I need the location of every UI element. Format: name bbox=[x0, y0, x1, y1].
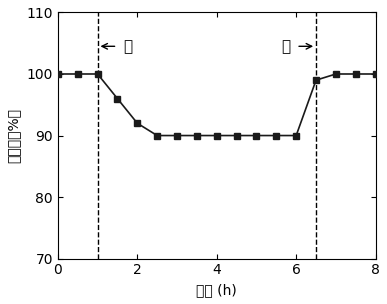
Y-axis label: 脱硒率（%）: 脱硒率（%） bbox=[7, 108, 21, 163]
Text: 关: 关 bbox=[281, 39, 290, 54]
Text: 开: 开 bbox=[123, 39, 132, 54]
X-axis label: 时间 (h): 时间 (h) bbox=[196, 283, 237, 297]
